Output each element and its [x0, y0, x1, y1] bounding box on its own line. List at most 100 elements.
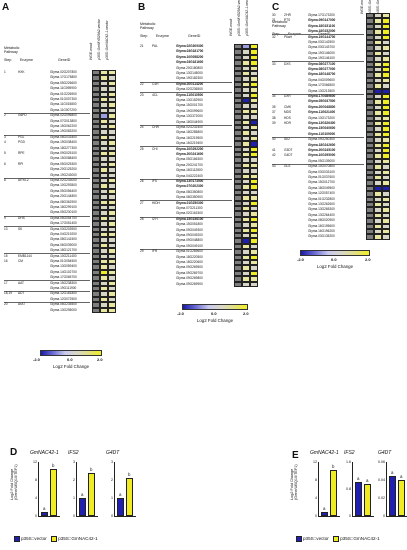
group-separator [272, 93, 364, 95]
heatmap-cell [108, 113, 116, 119]
heatmap-cell [100, 156, 108, 162]
heatmap-cell [250, 81, 258, 88]
heatmap-cell [100, 215, 108, 222]
heatmap-row: Glyma.08G350800 [140, 189, 260, 196]
step-label: 25 [140, 146, 144, 151]
heatmap-cell [100, 91, 108, 97]
legend-d-swatch-nac [51, 536, 58, 542]
bar [355, 482, 362, 516]
step-label: 1 [4, 70, 6, 74]
gene-id: Glyma.15G012700 [308, 180, 335, 185]
heatmap-cell [250, 270, 258, 277]
heatmap-row: Glyma.05G056400 [4, 188, 118, 195]
heatmap-cell [374, 99, 382, 105]
gene-id: Glyma.11G007200 [50, 107, 77, 112]
heatmap-cell [100, 253, 108, 259]
heatmap-cell [234, 211, 242, 217]
heatmap-cell [234, 76, 242, 82]
colorbar-c [300, 250, 370, 256]
heatmap-row: Glyma.01G226900 [4, 91, 118, 97]
heatmap-cell [100, 118, 108, 124]
gene-id: Glyma.20G048800 [308, 104, 336, 109]
heatmap-cell [92, 140, 100, 146]
group-separator [4, 302, 90, 303]
cond-header-b-2: p35S::GmNAC42-1-vector [245, 0, 249, 36]
heatmap-cell [234, 130, 242, 136]
step-label: 37 [272, 110, 276, 115]
heatmap-cell [382, 104, 390, 111]
heatmap-row: Glyma.13G372000 [140, 114, 260, 120]
gene-id: Glyma.17G089600 [308, 94, 336, 98]
heatmap-cell [374, 13, 382, 19]
tick-label: 12 [33, 460, 37, 464]
heatmap-cell [92, 226, 100, 232]
heatmap-cell [250, 103, 258, 109]
heatmap-row: 24 CHR Glyma.02G232400 [140, 125, 260, 131]
heatmap-cell [100, 151, 108, 157]
step-label: 34 [272, 94, 276, 98]
cond-header-a-0: WGE-mock [89, 42, 93, 60]
heatmap-cell [366, 13, 374, 19]
heatmap-cell [382, 72, 390, 78]
geneid-header-b: GeneID [188, 34, 201, 38]
heatmap-cell [234, 44, 242, 50]
heatmap-row: 22 C4H Glyma.20G114200 [140, 81, 260, 88]
heatmap-cell [108, 124, 116, 130]
heatmap-cell [250, 60, 258, 66]
gene-id: Glyma.10G293500 [50, 183, 77, 188]
significance-letter: b [128, 472, 131, 478]
heatmap-cell [374, 196, 382, 202]
heatmap-cell [242, 130, 250, 136]
heatmap-cell [92, 307, 100, 313]
heatmap-cell [366, 23, 374, 30]
step-label: 38 [272, 115, 276, 120]
heatmap-cell [366, 169, 374, 175]
heatmap-cell [108, 296, 116, 303]
gene-id: Glyma.03G142500 [308, 40, 335, 44]
gene-id: Glyma.19G099600 [176, 108, 203, 113]
heatmap-cell [250, 184, 258, 190]
heatmap-cell [250, 216, 258, 223]
heatmap-cell [100, 210, 108, 216]
gene-id: Glyma.18G049500 [308, 185, 335, 190]
heatmap-cell [234, 54, 242, 61]
heatmap-cell [250, 173, 258, 179]
colorbar-a [40, 350, 102, 356]
heatmap-cell [366, 99, 374, 105]
group-separator [272, 137, 364, 138]
heatmap-cell [108, 226, 116, 232]
heatmap-cell [250, 281, 258, 287]
enzyme-label: DXR [284, 94, 291, 98]
bar [364, 483, 371, 516]
gene-id: Glyma.15G001700 [176, 103, 203, 108]
heatmap-cell [92, 248, 100, 254]
gene-id: Glyma.01G054500 [50, 259, 77, 263]
heatmap-cell [234, 260, 242, 266]
heatmap-cell [366, 207, 374, 213]
heatmap-cell [242, 265, 250, 271]
heatmap-cell [100, 307, 108, 313]
heatmap-cell [382, 34, 390, 40]
heatmap-cell [108, 167, 116, 173]
heatmap-row: Glyma.18G285800 [140, 130, 260, 136]
heatmap-cell [374, 234, 382, 240]
heatmap-cell [108, 286, 116, 292]
gene-id: Glyma.15G088400 [50, 156, 77, 161]
step-label: 6 [4, 161, 6, 166]
heatmap-cell [108, 70, 116, 76]
gene-id: Glyma.20G245100 [308, 148, 336, 152]
enzyme-label: RPI [18, 161, 24, 166]
heatmap-row: 9 DHS Glyma.05G054700 [4, 215, 118, 222]
bar [50, 468, 57, 516]
heatmap-cell [100, 102, 108, 108]
heatmap-row: 5 RPE Glyma.09G025100 [4, 151, 118, 157]
group-separator [140, 146, 232, 147]
heatmap-cell [374, 61, 382, 67]
heatmap-cell [100, 248, 108, 254]
step-label: 13 [4, 226, 8, 231]
significance-letter: a [43, 505, 46, 511]
gene-id: Glyma.13G173200 [308, 115, 335, 120]
gene-id: Glyma.18G148700 [308, 72, 336, 77]
heatmap-cell [382, 229, 390, 235]
x-axis-line [352, 516, 374, 517]
